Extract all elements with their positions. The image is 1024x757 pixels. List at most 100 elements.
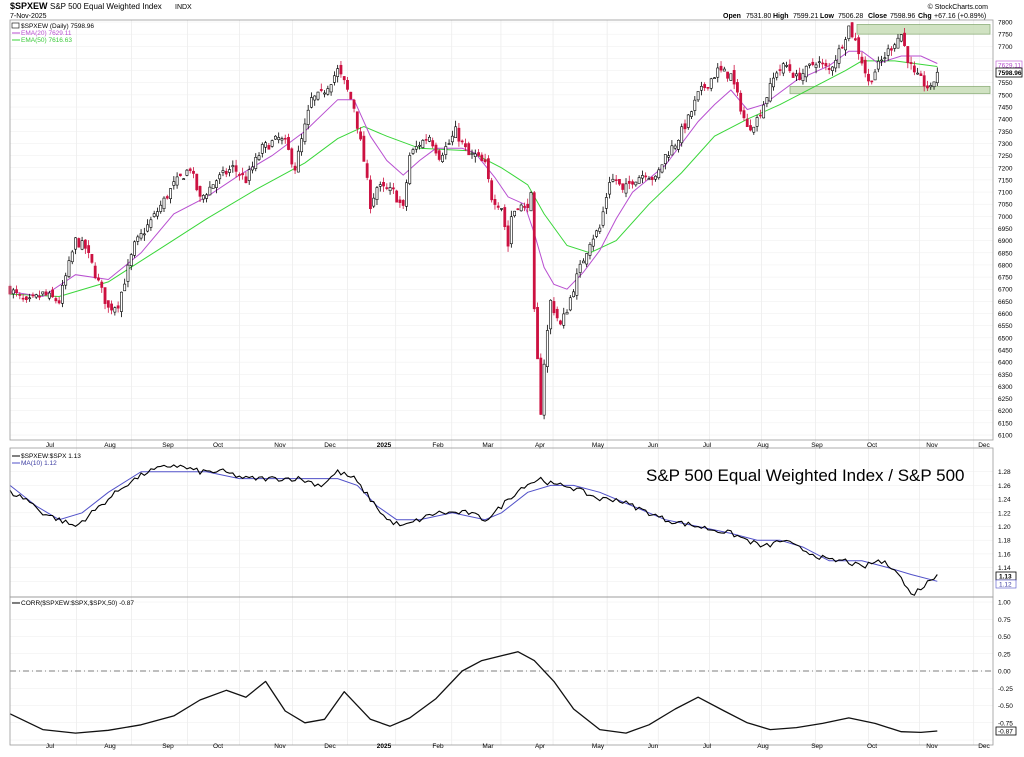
candle-body — [798, 72, 802, 80]
corr-panel-frame — [9, 596, 994, 746]
candle-body — [41, 291, 45, 295]
price-tick-label: 6450 — [998, 347, 1013, 354]
candle-body — [503, 207, 507, 228]
legend-corr: CORR($SPXEW:$SPX,$SPX,50) -0.87 — [21, 600, 134, 607]
candle-body — [418, 144, 421, 147]
candle-body — [156, 211, 159, 217]
candle-body — [405, 182, 408, 207]
price-tick-label: 7400 — [998, 117, 1013, 124]
candle-body — [801, 73, 805, 81]
corr-tick-label: 0.75 — [998, 617, 1011, 624]
candle-body — [283, 137, 287, 140]
candle-body — [837, 48, 841, 64]
candle-body — [133, 241, 136, 256]
ema50-line-group — [9, 60, 938, 298]
candle-body — [840, 46, 844, 49]
month-tick-label: Aug — [104, 442, 116, 449]
candle-body — [775, 72, 779, 78]
candle-body — [110, 303, 113, 311]
candle-body — [762, 104, 766, 119]
candle-body — [323, 92, 326, 95]
candle-body — [267, 145, 271, 150]
candle-body — [362, 135, 366, 162]
candle-body — [719, 65, 723, 71]
candle-body — [834, 60, 838, 69]
candle-body — [631, 181, 634, 185]
candle-body — [64, 275, 68, 286]
candle-body — [722, 68, 726, 72]
price-tick-label: 6950 — [998, 226, 1013, 233]
corr-tick-label: 0.50 — [998, 634, 1011, 641]
candle-body — [559, 320, 562, 325]
candle-body — [296, 150, 300, 173]
candle-body — [667, 155, 671, 158]
month-tick-label: Mar — [482, 743, 494, 750]
price-tick-label: 6550 — [998, 323, 1013, 330]
ratio-tick-label: 1.14 — [998, 565, 1011, 572]
candle-body — [175, 176, 179, 186]
candle-body — [526, 203, 530, 209]
candle-body — [929, 85, 933, 88]
candle-body — [483, 159, 487, 163]
candle-body — [139, 233, 143, 239]
price-tick-label: 7150 — [998, 177, 1013, 184]
candle-body — [182, 178, 186, 180]
candle-body — [54, 298, 58, 302]
price-tick-label: 7100 — [998, 190, 1013, 197]
corr-tick-label: -0.50 — [998, 703, 1013, 710]
candle-body — [899, 34, 903, 42]
candle-body — [919, 73, 923, 76]
candle-body — [398, 199, 402, 203]
candle-body — [457, 127, 461, 142]
candle-body — [768, 83, 772, 102]
candle-body — [876, 60, 880, 70]
price-tick-label: 6800 — [998, 262, 1013, 269]
price-tick-label: 7800 — [998, 20, 1013, 27]
last-corr-value: -0.87 — [998, 729, 1013, 736]
candle-body — [608, 182, 612, 195]
price-tick-label: 7700 — [998, 44, 1013, 51]
panel-frames — [9, 19, 994, 746]
candle-body — [441, 154, 444, 162]
candle-body — [201, 195, 205, 200]
candle-body — [31, 294, 35, 297]
candle-body — [585, 253, 589, 265]
candle-body — [932, 81, 936, 88]
candle-body — [513, 210, 517, 217]
legend-price-swatch — [11, 22, 20, 29]
candle-body — [444, 146, 448, 155]
candle-body — [169, 188, 172, 200]
candle-body — [591, 238, 595, 247]
candle-body — [70, 251, 74, 263]
candle-body — [290, 148, 294, 165]
candle-body — [690, 111, 693, 117]
ratio-tick-label: 1.24 — [998, 497, 1011, 504]
price-tick-label: 6400 — [998, 360, 1013, 367]
candle-body — [539, 357, 543, 415]
price-tick-label: 6850 — [998, 250, 1013, 257]
candle-body — [450, 135, 454, 143]
candle-body — [280, 138, 284, 141]
candle-body — [568, 297, 572, 311]
candle-body — [300, 138, 304, 153]
candle-body — [496, 205, 500, 208]
high-label: High — [773, 13, 789, 20]
corr-tick-label: -0.25 — [998, 686, 1013, 693]
ma10-line — [9, 471, 938, 582]
candle-body — [870, 80, 874, 83]
candle-body — [726, 71, 729, 79]
candle-body — [460, 140, 464, 143]
corr-tick-label: -0.75 — [998, 720, 1013, 727]
month-tick-label: Jul — [703, 743, 712, 750]
candle-body — [683, 123, 687, 130]
price-tick-label: 6750 — [998, 275, 1013, 282]
month-tick-label: Jun — [648, 442, 659, 449]
candle-body — [555, 308, 559, 319]
candle-body — [860, 56, 864, 64]
candle-body — [562, 313, 566, 326]
price-candles — [8, 22, 939, 420]
candle-body — [765, 97, 769, 105]
price-tick-label: 6600 — [998, 311, 1013, 318]
corr-tick-label: 0.25 — [998, 651, 1011, 658]
